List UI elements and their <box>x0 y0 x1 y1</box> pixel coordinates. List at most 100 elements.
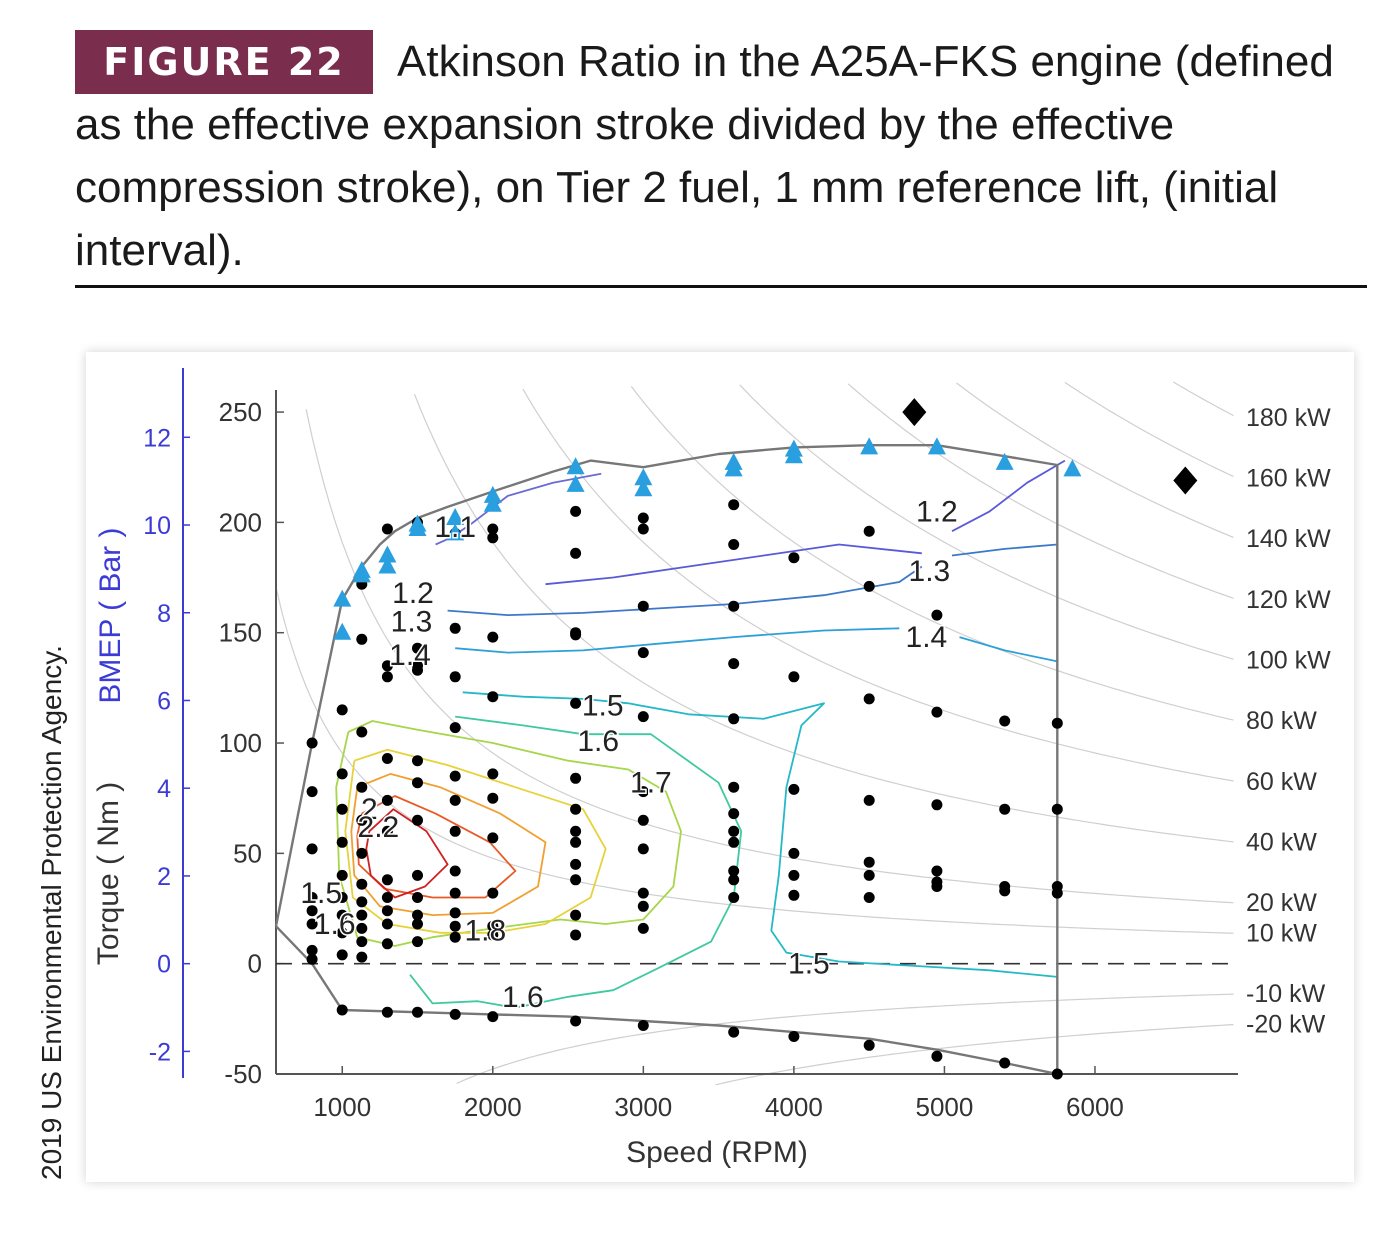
x-tick-label: 2000 <box>464 1092 522 1122</box>
data-point <box>336 909 348 921</box>
bmep-tick-label: 0 <box>157 951 171 979</box>
max-torque-marker <box>1063 459 1082 477</box>
data-point <box>449 920 461 932</box>
data-point <box>863 869 875 881</box>
contour-line <box>455 627 900 654</box>
contour-line <box>447 565 923 616</box>
data-point <box>449 887 461 899</box>
data-point <box>487 631 499 643</box>
data-point <box>381 938 393 950</box>
contour-label: 2.2 <box>358 811 400 844</box>
rated-power-marker <box>1173 466 1198 495</box>
data-point <box>381 1006 393 1018</box>
bmep-tick-label: 6 <box>157 687 171 715</box>
data-point <box>570 836 582 848</box>
bmep-tick-label: 8 <box>157 600 171 628</box>
contour-label: 1.6 <box>314 908 356 941</box>
data-point <box>336 892 348 903</box>
contour-chart: 180 kW 160 kW 140 kW 120 kW 100 kW 80 kW 60 kW… <box>92 368 1331 1169</box>
data-point <box>356 951 368 963</box>
y-tick-label: 250 <box>219 397 262 427</box>
data-point <box>487 832 499 844</box>
data-point <box>863 892 875 903</box>
contour-line <box>462 691 1058 978</box>
data-point <box>449 825 461 837</box>
data-point <box>356 878 368 890</box>
contour-label: 1.1 <box>434 511 476 544</box>
contour-label: 2 <box>361 793 378 826</box>
power-line <box>275 587 1234 934</box>
bmep-tick-label: 12 <box>143 424 171 452</box>
max-torque-marker <box>784 439 803 457</box>
power-label: -10 kW <box>1246 980 1326 1008</box>
power-label: 100 kW <box>1246 647 1331 675</box>
y-tick-label: 0 <box>248 949 262 979</box>
data-point <box>863 1039 875 1051</box>
data-point <box>637 523 649 535</box>
bmep-axis-title: BMEP ( Bar ) <box>94 528 127 704</box>
data-point <box>863 525 875 537</box>
power-label: 160 kW <box>1246 465 1331 493</box>
data-point <box>570 929 582 941</box>
data-point <box>356 814 368 826</box>
data-point <box>570 629 582 641</box>
data-point <box>356 896 368 908</box>
data-point <box>449 794 461 806</box>
data-point <box>570 909 582 921</box>
contour-label: 1.7 <box>630 767 672 800</box>
data-point <box>728 600 740 612</box>
data-point <box>449 722 461 734</box>
power-label: 20 kW <box>1246 889 1317 917</box>
contour-line <box>545 543 922 586</box>
data-point <box>863 794 875 806</box>
contour-line <box>951 543 1058 557</box>
data-point <box>728 892 740 903</box>
data-point <box>356 936 368 948</box>
data-point <box>637 843 649 855</box>
power-label: 10 kW <box>1246 919 1317 947</box>
data-point <box>931 609 943 621</box>
power-label: 140 kW <box>1246 525 1331 553</box>
contour-line <box>409 715 743 1009</box>
data-point <box>412 909 423 921</box>
data-point <box>336 1004 348 1016</box>
max-torque-marker <box>483 494 502 512</box>
data-point <box>570 825 582 837</box>
power-label: 180 kW <box>1246 404 1331 432</box>
data-point <box>1051 717 1063 729</box>
data-point <box>863 693 875 705</box>
data-point <box>336 836 348 848</box>
max-torque-marker <box>446 507 465 525</box>
power-line <box>630 386 1234 721</box>
contour-label: 1.4 <box>906 621 948 654</box>
data-point <box>487 920 499 932</box>
max-torque-marker <box>378 556 397 574</box>
data-point <box>931 881 943 892</box>
data-point <box>999 715 1011 727</box>
data-point <box>637 512 649 524</box>
data-point <box>306 892 318 903</box>
data-point <box>487 792 499 804</box>
contour-line <box>951 459 1066 532</box>
data-point <box>412 755 423 767</box>
data-point <box>487 691 499 703</box>
data-point <box>449 770 461 782</box>
data-point <box>788 889 800 901</box>
contour-line <box>335 720 682 947</box>
contour-line <box>959 636 1058 663</box>
data-point <box>306 786 318 798</box>
data-point <box>1051 887 1063 899</box>
data-point <box>336 704 348 716</box>
data-point <box>570 803 582 815</box>
power-line <box>305 409 1234 904</box>
data-point <box>306 953 318 965</box>
data-point <box>412 869 423 881</box>
data-point <box>449 865 461 877</box>
max-torque-marker <box>378 545 397 563</box>
x-tick-label: 1000 <box>313 1092 371 1122</box>
data-point <box>637 887 649 899</box>
data-point <box>412 642 423 654</box>
data-point <box>999 1057 1011 1069</box>
data-point <box>728 781 740 793</box>
bmep-tick-label: 10 <box>143 512 171 540</box>
